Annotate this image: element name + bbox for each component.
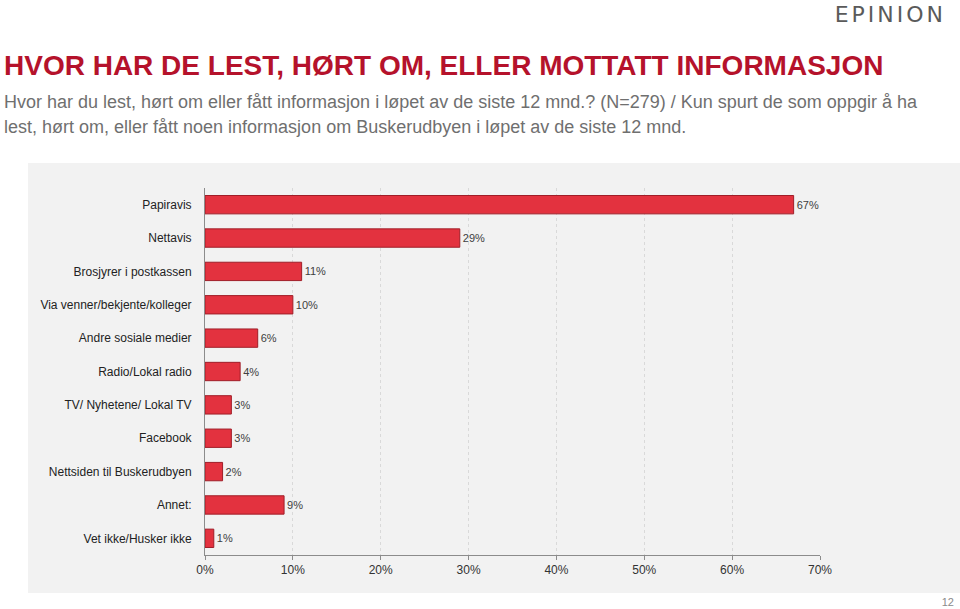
svg-text:Facebook: Facebook: [139, 431, 193, 445]
svg-text:50%: 50%: [632, 563, 656, 577]
svg-text:10%: 10%: [281, 563, 305, 577]
svg-text:Via venner/bekjente/kolleger: Via venner/bekjente/kolleger: [40, 298, 191, 312]
html-text:EPINION: EPINION: [834, 2, 946, 27]
svg-text:60%: 60%: [720, 563, 744, 577]
svg-text:4%: 4%: [243, 366, 259, 378]
html-text:HVOR HAR DE LEST, HØRT OM, ELL: HVOR HAR DE LEST, HØRT OM, ELLER MOTTATT…: [4, 50, 884, 81]
svg-text:Nettavis: Nettavis: [148, 231, 191, 245]
svg-text:Nettsiden til Buskerudbyen: Nettsiden til Buskerudbyen: [49, 465, 192, 479]
svg-text:6%: 6%: [261, 332, 277, 344]
svg-text:70%: 70%: [808, 563, 832, 577]
svg-text:3%: 3%: [234, 399, 250, 411]
svg-text:Andre sosiale medier: Andre sosiale medier: [79, 331, 192, 345]
svg-text:1%: 1%: [217, 532, 233, 544]
svg-text:30%: 30%: [457, 563, 481, 577]
svg-text:Papiravis: Papiravis: [142, 198, 191, 212]
svg-text:10%: 10%: [296, 299, 318, 311]
svg-text:Annet:: Annet:: [157, 498, 192, 512]
svg-text:20%: 20%: [369, 563, 393, 577]
svg-text:2%: 2%: [226, 466, 242, 478]
svg-text:Brosjyrer i postkassen: Brosjyrer i postkassen: [74, 265, 192, 279]
svg-text:Vet ikke/Husker ikke: Vet ikke/Husker ikke: [84, 532, 192, 546]
svg-text:Radio/Lokal radio: Radio/Lokal radio: [98, 365, 192, 379]
svg-text:40%: 40%: [544, 563, 568, 577]
svg-text:TV/ Nyhetene/ Lokal TV: TV/ Nyhetene/ Lokal TV: [64, 398, 191, 412]
html-text:Hvor har du lest, hørt om elle: Hvor har du lest, hørt om eller fått inf…: [4, 92, 917, 137]
svg-text:9%: 9%: [287, 499, 303, 511]
html-text:12: 12: [941, 596, 954, 608]
svg-text:0%: 0%: [196, 563, 214, 577]
svg-text:3%: 3%: [234, 432, 250, 444]
svg-text:11%: 11%: [305, 265, 326, 277]
svg-text:29%: 29%: [463, 232, 485, 244]
svg-text:67%: 67%: [797, 199, 819, 211]
